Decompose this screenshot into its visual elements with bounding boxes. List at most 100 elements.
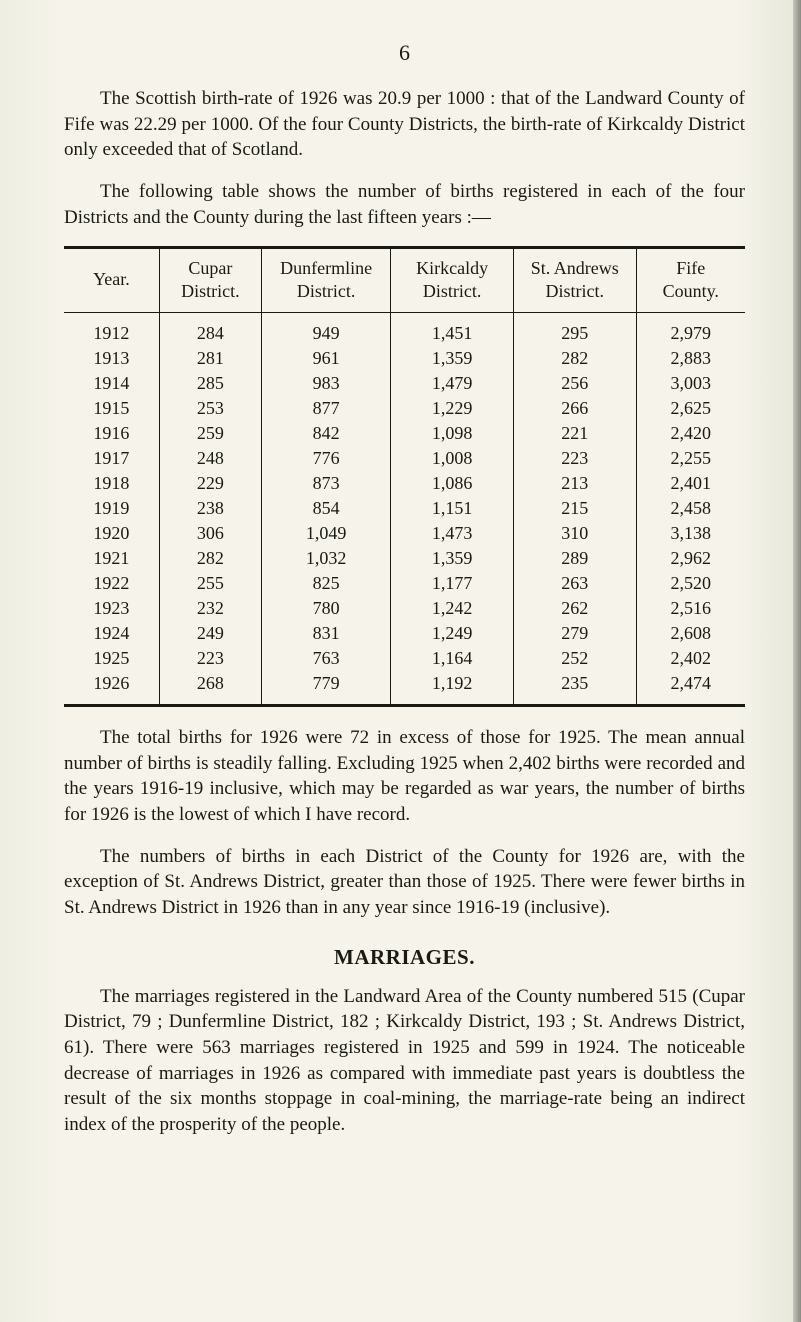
births-table: Year.CuparDistrict.DunfermlineDistrict.K… — [64, 246, 745, 707]
table-column-header: CuparDistrict. — [159, 248, 261, 313]
value-cell: 2,474 — [636, 671, 745, 706]
value-cell: 2,625 — [636, 396, 745, 421]
value-cell: 779 — [261, 671, 390, 706]
value-cell: 1,164 — [391, 646, 514, 671]
value-cell: 263 — [513, 571, 636, 596]
value-cell: 780 — [261, 596, 390, 621]
year-cell: 1923 — [64, 596, 159, 621]
table-row: 19162598421,0982212,420 — [64, 421, 745, 446]
year-cell: 1920 — [64, 521, 159, 546]
value-cell: 223 — [159, 646, 261, 671]
value-cell: 238 — [159, 496, 261, 521]
value-cell: 1,451 — [391, 313, 514, 347]
value-cell: 1,049 — [261, 521, 390, 546]
table-row: 19232327801,2422622,516 — [64, 596, 745, 621]
table-row: 19122849491,4512952,979 — [64, 313, 745, 347]
births-table-wrapper: Year.CuparDistrict.DunfermlineDistrict.K… — [64, 246, 745, 707]
value-cell: 248 — [159, 446, 261, 471]
value-cell: 1,359 — [391, 346, 514, 371]
value-cell: 232 — [159, 596, 261, 621]
table-row: 19192388541,1512152,458 — [64, 496, 745, 521]
table-column-header: DunfermlineDistrict. — [261, 248, 390, 313]
year-cell: 1913 — [64, 346, 159, 371]
value-cell: 825 — [261, 571, 390, 596]
year-cell: 1924 — [64, 621, 159, 646]
value-cell: 268 — [159, 671, 261, 706]
table-column-header: Year. — [64, 248, 159, 313]
table-row: 19142859831,4792563,003 — [64, 371, 745, 396]
value-cell: 266 — [513, 396, 636, 421]
value-cell: 842 — [261, 421, 390, 446]
table-row: 19182298731,0862132,401 — [64, 471, 745, 496]
table-row: 19242498311,2492792,608 — [64, 621, 745, 646]
value-cell: 831 — [261, 621, 390, 646]
value-cell: 1,177 — [391, 571, 514, 596]
value-cell: 310 — [513, 521, 636, 546]
paragraph-after-table-1: The total births for 1926 were 72 in exc… — [64, 725, 745, 828]
value-cell: 295 — [513, 313, 636, 347]
value-cell: 1,242 — [391, 596, 514, 621]
value-cell: 252 — [513, 646, 636, 671]
value-cell: 2,402 — [636, 646, 745, 671]
year-cell: 1912 — [64, 313, 159, 347]
value-cell: 2,420 — [636, 421, 745, 446]
value-cell: 235 — [513, 671, 636, 706]
value-cell: 877 — [261, 396, 390, 421]
value-cell: 1,032 — [261, 546, 390, 571]
paragraph-after-table-2: The numbers of births in each District o… — [64, 844, 745, 921]
value-cell: 776 — [261, 446, 390, 471]
value-cell: 1,249 — [391, 621, 514, 646]
value-cell: 281 — [159, 346, 261, 371]
value-cell: 1,086 — [391, 471, 514, 496]
table-row: 19172487761,0082232,255 — [64, 446, 745, 471]
value-cell: 2,608 — [636, 621, 745, 646]
table-column-header: FifeCounty. — [636, 248, 745, 313]
value-cell: 282 — [159, 546, 261, 571]
value-cell: 854 — [261, 496, 390, 521]
value-cell: 229 — [159, 471, 261, 496]
value-cell: 284 — [159, 313, 261, 347]
value-cell: 1,192 — [391, 671, 514, 706]
table-row: 19262687791,1922352,474 — [64, 671, 745, 706]
value-cell: 983 — [261, 371, 390, 396]
table-column-header: KirkcaldyDistrict. — [391, 248, 514, 313]
value-cell: 2,401 — [636, 471, 745, 496]
table-row: 19152538771,2292662,625 — [64, 396, 745, 421]
section-heading-marriages: MARRIAGES. — [64, 945, 745, 970]
value-cell: 221 — [513, 421, 636, 446]
value-cell: 223 — [513, 446, 636, 471]
value-cell: 2,520 — [636, 571, 745, 596]
value-cell: 961 — [261, 346, 390, 371]
table-body: 19122849491,4512952,97919132819611,35928… — [64, 313, 745, 706]
table-row: 19212821,0321,3592892,962 — [64, 546, 745, 571]
value-cell: 1,151 — [391, 496, 514, 521]
value-cell: 1,479 — [391, 371, 514, 396]
value-cell: 2,255 — [636, 446, 745, 471]
year-cell: 1917 — [64, 446, 159, 471]
table-row: 19132819611,3592822,883 — [64, 346, 745, 371]
value-cell: 763 — [261, 646, 390, 671]
value-cell: 282 — [513, 346, 636, 371]
table-column-header: St. AndrewsDistrict. — [513, 248, 636, 313]
page-number: 6 — [64, 40, 745, 66]
table-row: 19203061,0491,4733103,138 — [64, 521, 745, 546]
value-cell: 285 — [159, 371, 261, 396]
paragraph-marriages: The marriages registered in the Landward… — [64, 984, 745, 1138]
value-cell: 279 — [513, 621, 636, 646]
value-cell: 1,098 — [391, 421, 514, 446]
value-cell: 3,003 — [636, 371, 745, 396]
year-cell: 1922 — [64, 571, 159, 596]
table-header-row: Year.CuparDistrict.DunfermlineDistrict.K… — [64, 248, 745, 313]
value-cell: 1,229 — [391, 396, 514, 421]
value-cell: 259 — [159, 421, 261, 446]
year-cell: 1921 — [64, 546, 159, 571]
value-cell: 2,458 — [636, 496, 745, 521]
value-cell: 2,516 — [636, 596, 745, 621]
value-cell: 256 — [513, 371, 636, 396]
year-cell: 1926 — [64, 671, 159, 706]
value-cell: 949 — [261, 313, 390, 347]
value-cell: 249 — [159, 621, 261, 646]
value-cell: 262 — [513, 596, 636, 621]
year-cell: 1925 — [64, 646, 159, 671]
value-cell: 2,962 — [636, 546, 745, 571]
